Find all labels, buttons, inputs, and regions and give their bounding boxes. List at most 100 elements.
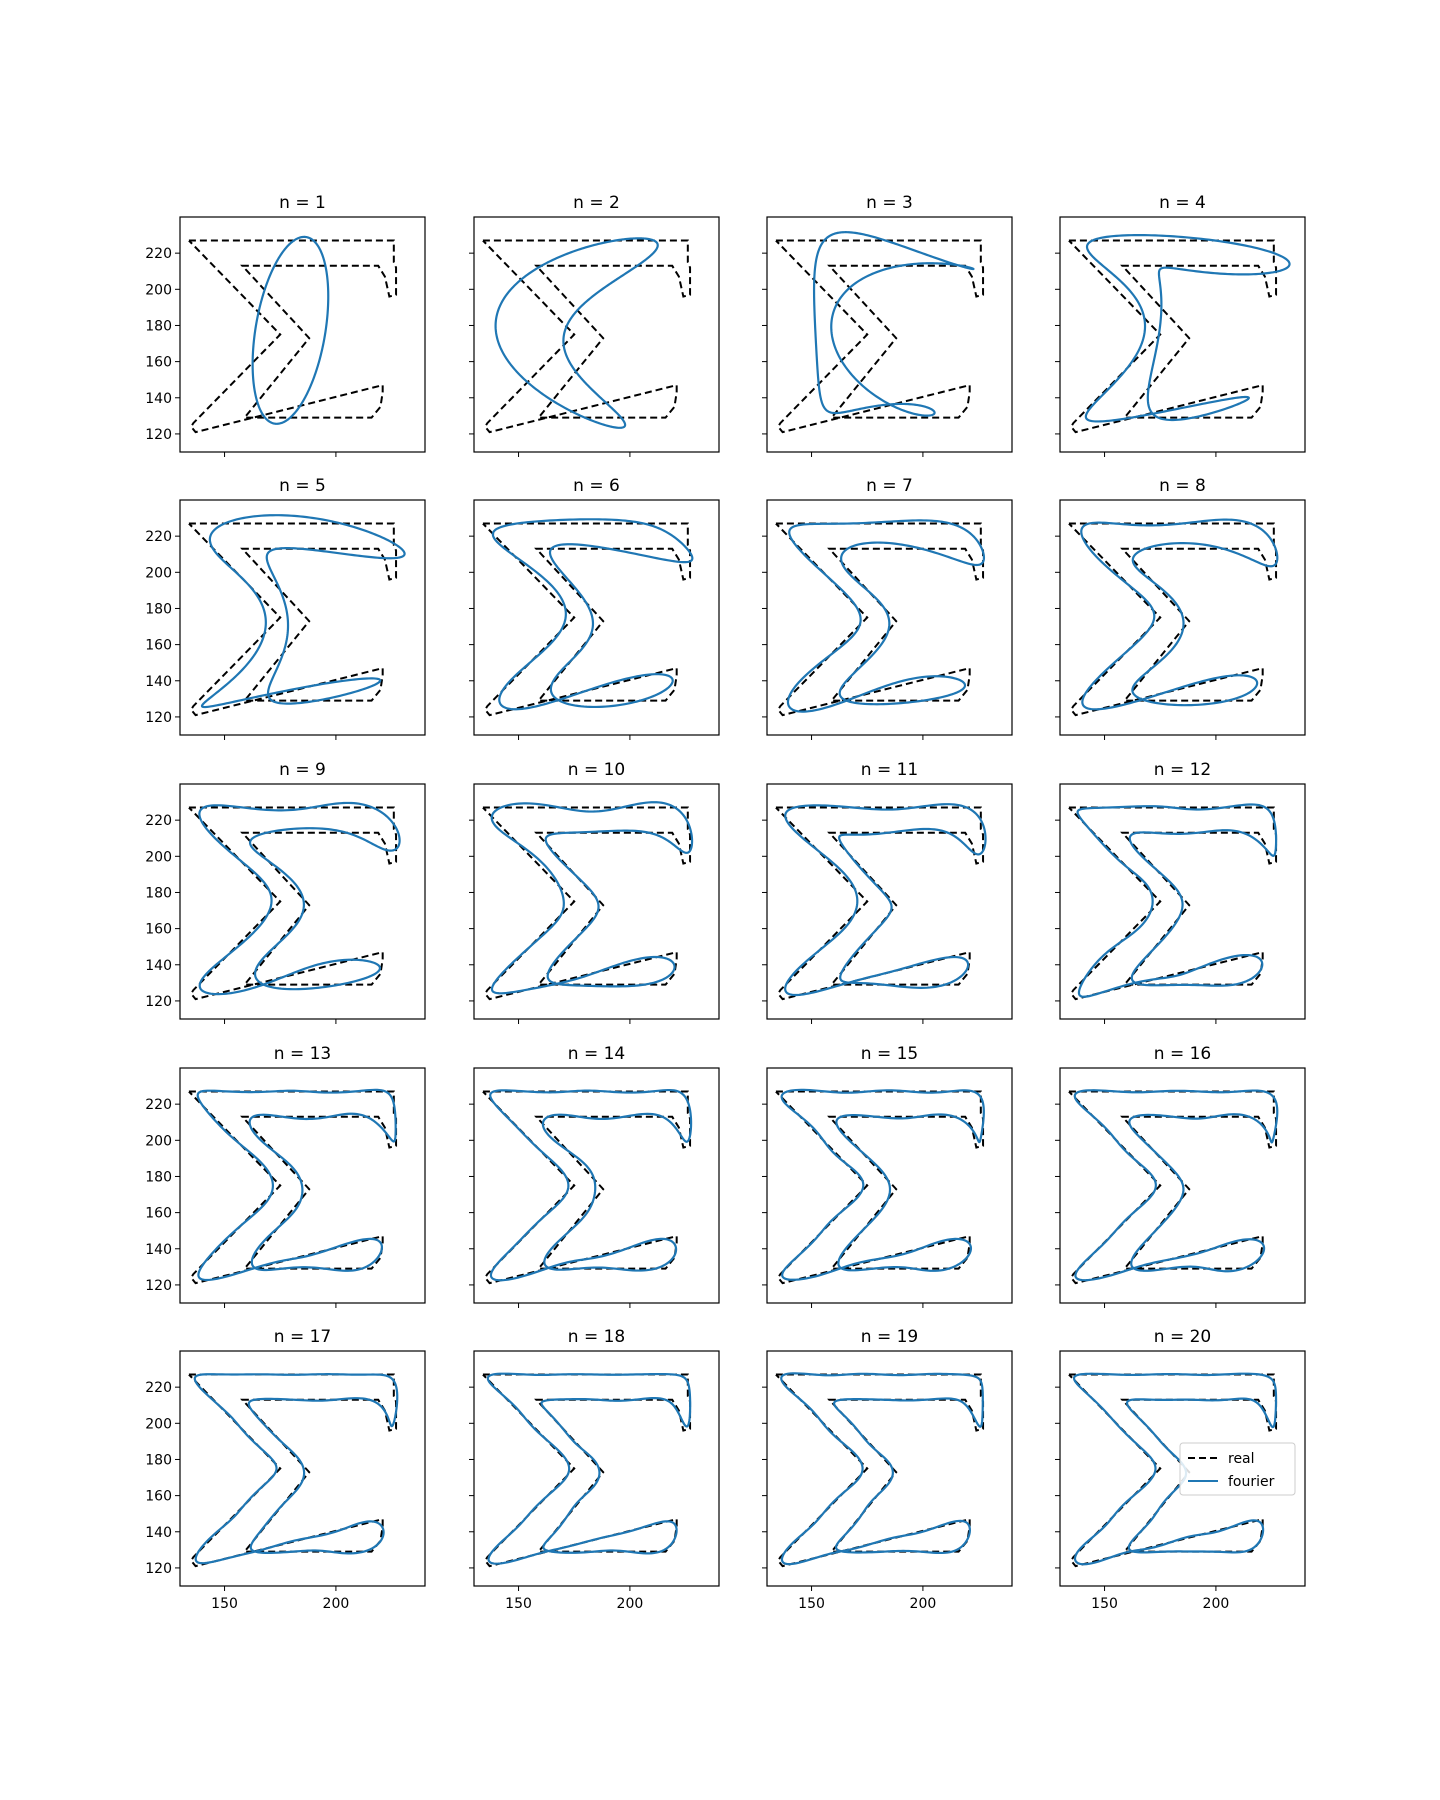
real-outline	[775, 806, 985, 1001]
subplot-n-15: n = 15	[762, 1044, 1013, 1308]
y-tick-label: 220	[145, 1380, 172, 1396]
subplot-title: n = 5	[279, 476, 326, 496]
x-tick-label: 150	[1091, 1596, 1118, 1612]
y-tick-label: 160	[145, 922, 172, 938]
axes-frame	[179, 216, 426, 453]
y-tick-label: 160	[145, 1489, 172, 1505]
subplot-n-4: n = 4	[1055, 193, 1306, 457]
x-tick-label: 150	[211, 1596, 238, 1612]
axes-frame	[766, 499, 1013, 736]
fourier-curve	[786, 519, 986, 713]
real-outline	[1068, 1090, 1278, 1285]
axes-frame	[766, 1067, 1013, 1304]
y-tick-label: 220	[145, 529, 172, 545]
y-tick-label: 120	[145, 1278, 172, 1294]
fourier-curve	[784, 803, 987, 997]
axes-frame	[766, 1350, 1013, 1587]
y-tick-label: 200	[145, 1133, 172, 1149]
fourier-curve	[1080, 518, 1279, 711]
axes-frame	[473, 783, 720, 1020]
x-tick-label: 150	[505, 1596, 532, 1612]
real-outline	[188, 522, 398, 717]
fourier-curve	[251, 235, 330, 425]
fourier-curve	[494, 237, 659, 429]
axes-frame	[766, 783, 1013, 1020]
axes-frame	[766, 216, 1013, 453]
subplot-title: n = 7	[866, 476, 913, 496]
subplot-n-10: n = 10	[469, 760, 720, 1024]
subplot-title: n = 3	[866, 193, 913, 213]
y-tick-label: 140	[145, 674, 172, 690]
subplot-title: n = 2	[573, 193, 620, 213]
fourier-curve	[196, 1088, 397, 1282]
axes-frame	[1059, 783, 1306, 1020]
x-tick-label: 200	[323, 1596, 350, 1612]
legend: real fourier	[1179, 1442, 1296, 1496]
fourier-curve	[193, 1373, 399, 1565]
real-outline	[482, 522, 692, 717]
fourier-curve	[490, 801, 694, 995]
subplot-n-11: n = 11	[762, 760, 1013, 1024]
fourier-curve	[780, 1372, 984, 1566]
real-outline	[775, 1373, 985, 1568]
axes-frame	[179, 1067, 426, 1304]
axes-frame	[473, 216, 720, 453]
subplot-title: n = 16	[1154, 1044, 1211, 1064]
y-tick-label: 120	[145, 427, 172, 443]
real-outline	[188, 1090, 398, 1285]
y-tick-label: 120	[145, 994, 172, 1010]
y-tick-label: 140	[145, 958, 172, 974]
fourier-curve	[198, 801, 401, 996]
x-tick-label: 200	[1203, 1596, 1230, 1612]
subplot-n-18: n = 18 150 200	[469, 1327, 720, 1612]
subplot-title: n = 6	[573, 476, 620, 496]
real-outline	[775, 522, 985, 717]
axes-frame	[179, 1350, 426, 1587]
subplot-n-20: n = 20 150 200 real fourier	[1055, 1327, 1306, 1612]
y-tick-label: 120	[145, 1561, 172, 1577]
subplot-title: n = 9	[279, 760, 326, 780]
real-outline	[188, 1373, 398, 1568]
subplot-title: n = 17	[274, 1327, 331, 1347]
axes-frame	[1059, 1350, 1306, 1587]
axes-frame	[1059, 499, 1306, 736]
subplot-n-7: n = 7	[762, 476, 1013, 740]
fourier-curve	[780, 1088, 985, 1281]
subplot-title: n = 10	[568, 760, 625, 780]
subplot-title: n = 4	[1159, 193, 1206, 213]
x-tick-label: 200	[617, 1596, 644, 1612]
real-outline	[775, 1090, 985, 1285]
subplot-n-3: n = 3	[762, 193, 1013, 457]
real-outline	[482, 1090, 692, 1285]
axes-frame	[1059, 216, 1306, 453]
real-outline	[482, 1373, 692, 1568]
subplot-n-5: n = 5 120 140 160 180 200 220	[145, 476, 426, 740]
subplot-n-6: n = 6	[469, 476, 720, 740]
subplot-title: n = 15	[861, 1044, 918, 1064]
subplot-n-8: n = 8	[1055, 476, 1306, 740]
fourier-curve	[1073, 1089, 1279, 1282]
y-tick-label: 220	[145, 246, 172, 262]
subplot-n-9: n = 9 120 140 160 180 200 220	[145, 760, 426, 1024]
x-tick-label: 200	[910, 1596, 937, 1612]
axes-frame	[179, 499, 426, 736]
real-outline	[775, 239, 985, 434]
subplot-title: n = 13	[274, 1044, 331, 1064]
y-tick-label: 220	[145, 1097, 172, 1113]
legend-label-real: real	[1228, 1451, 1255, 1467]
y-tick-label: 180	[145, 318, 172, 334]
subplot-n-1: n = 1 120 140 160 180 200 220	[145, 193, 426, 457]
y-tick-label: 200	[145, 1416, 172, 1432]
subplot-n-16: n = 16	[1055, 1044, 1306, 1308]
fourier-curve	[1076, 803, 1278, 998]
axes-frame	[473, 1350, 720, 1587]
y-tick-label: 200	[145, 565, 172, 581]
subplot-n-14: n = 14	[469, 1044, 720, 1308]
real-outline	[1068, 522, 1278, 717]
axes-frame	[1059, 1067, 1306, 1304]
axes-frame	[473, 499, 720, 736]
subplot-title: n = 20	[1154, 1327, 1211, 1347]
y-tick-label: 120	[145, 710, 172, 726]
subplot-title: n = 19	[861, 1327, 918, 1347]
